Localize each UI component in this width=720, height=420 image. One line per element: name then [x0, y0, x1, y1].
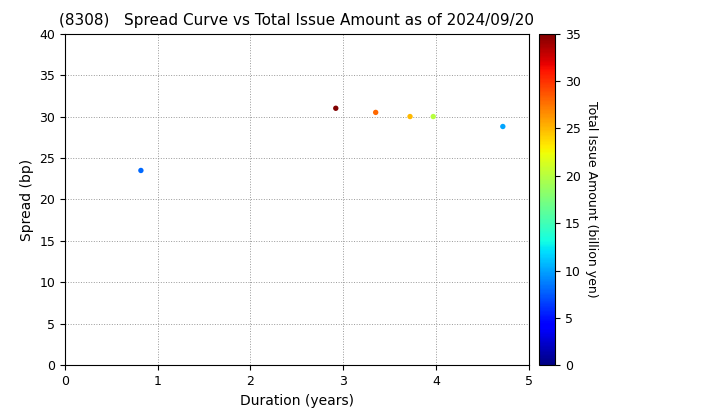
Point [428, 113, 439, 120]
X-axis label: Duration (years): Duration (years) [240, 394, 354, 408]
Point [330, 105, 341, 112]
Point [135, 167, 147, 174]
Title: (8308)   Spread Curve vs Total Issue Amount as of 2024/09/20: (8308) Spread Curve vs Total Issue Amoun… [59, 13, 534, 28]
Point [404, 113, 415, 120]
Point [370, 109, 382, 116]
Y-axis label: Spread (bp): Spread (bp) [19, 158, 34, 241]
Y-axis label: Total Issue Amount (billion yen): Total Issue Amount (billion yen) [585, 101, 598, 298]
Point [497, 123, 508, 130]
